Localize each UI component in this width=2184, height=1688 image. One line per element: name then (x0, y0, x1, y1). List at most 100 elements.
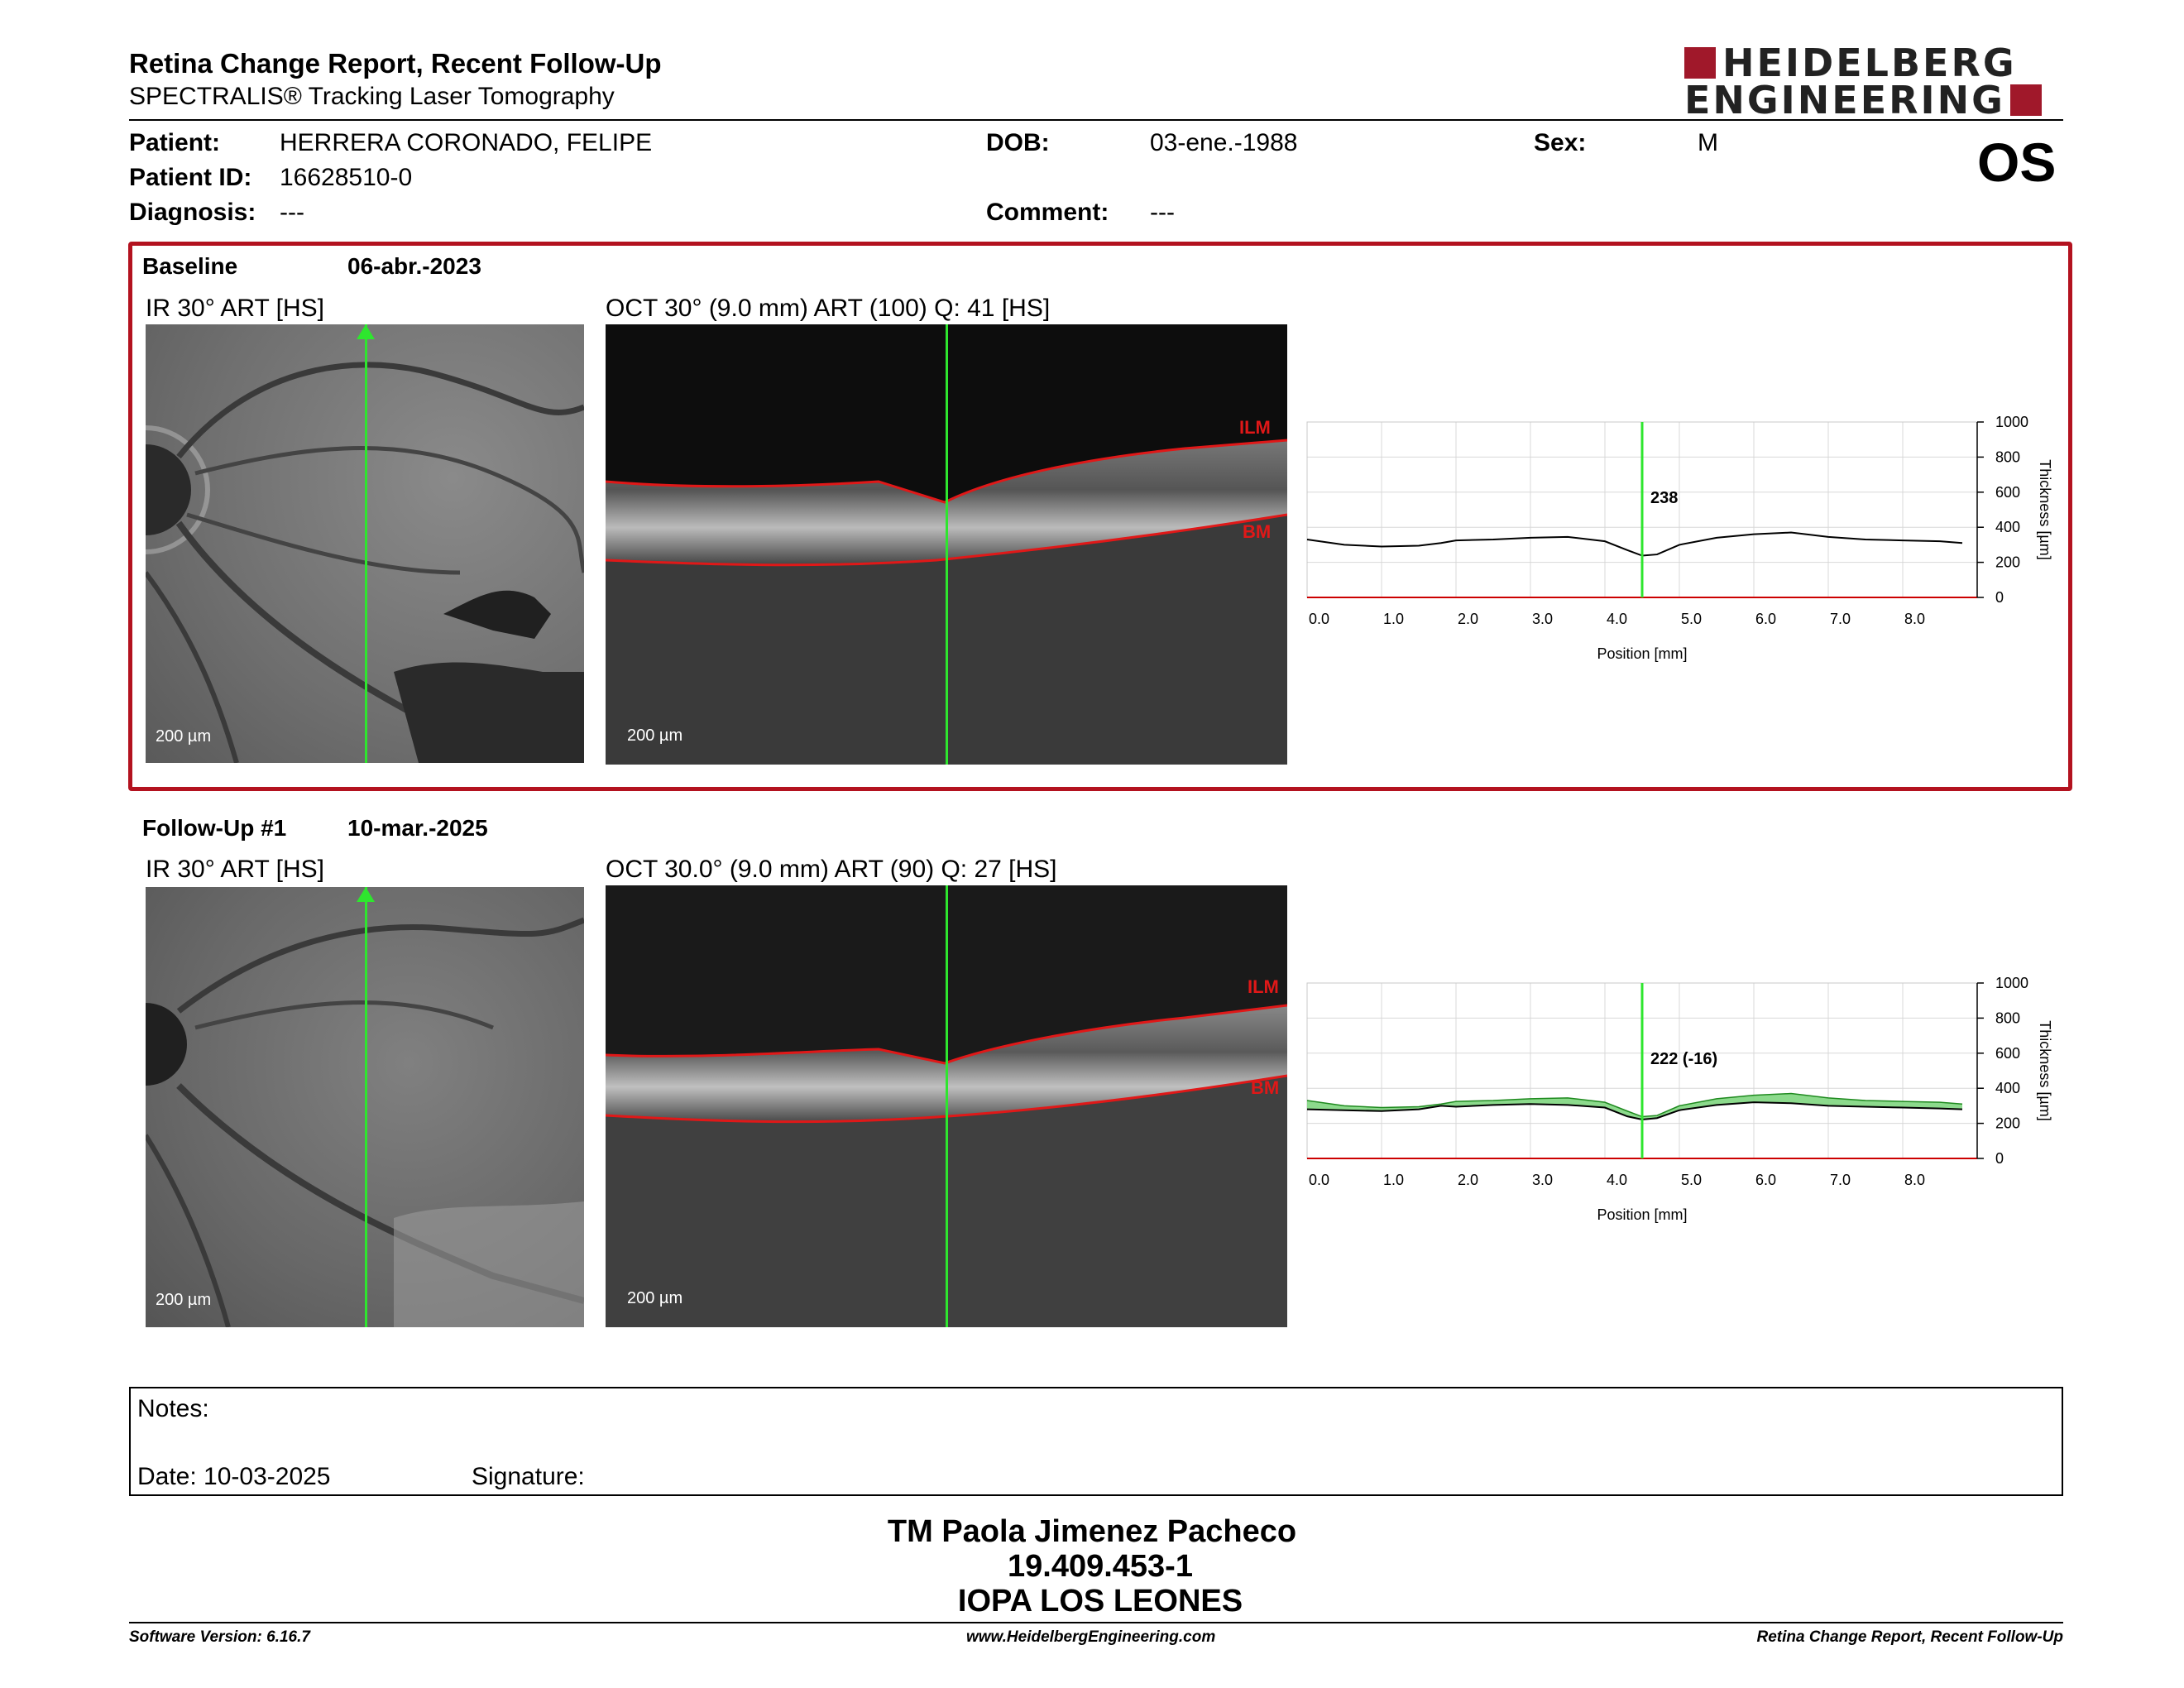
x-tick-label: 5.0 (1681, 611, 1702, 627)
x-tick-label: 6.0 (1755, 1172, 1776, 1188)
followup-ir-scan-line (365, 887, 367, 1327)
x-tick-label: 7.0 (1830, 611, 1851, 627)
y-tick-label: 1000 (1995, 414, 2028, 430)
y-axis-label: Thickness [µm] (2037, 1020, 2053, 1120)
notes-box: Notes: Date: 10-03-2025 Signature: (129, 1387, 2063, 1496)
y-tick-label: 800 (1995, 448, 2020, 465)
baseline-oct-label: OCT 30° (9.0 mm) ART (100) Q: 41 [HS] (606, 295, 1051, 322)
diagnosis-label: Diagnosis: (129, 199, 256, 226)
followup-oct-label: OCT 30.0° (9.0 mm) ART (90) Q: 27 [HS] (606, 856, 1057, 883)
y-tick-label: 400 (1995, 519, 2020, 535)
followup-ir-fundus-image: 200 µm (146, 887, 584, 1327)
thickness-difference-area (1307, 1093, 1962, 1120)
heidelberg-logo-line1: HEIDELBERG (1684, 41, 2017, 85)
notes-date: Date: 10-03-2025 (137, 1463, 331, 1490)
x-tick-label: 0.0 (1309, 1172, 1329, 1188)
baseline-oct-bscan-image: ILM BM 200 µm (606, 324, 1287, 765)
x-tick-label: 8.0 (1904, 1172, 1925, 1188)
logo-text-2: ENGINEERING (1684, 78, 2005, 122)
report-title: Retina Change Report, Recent Follow-Up (129, 48, 662, 79)
y-tick-label: 0 (1995, 589, 2004, 606)
x-tick-label: 0.0 (1309, 611, 1329, 627)
signatory-place: IOPA LOS LEONES (957, 1584, 1243, 1618)
thickness-line (1306, 531, 1963, 557)
followup-thickness-line (1306, 1101, 1963, 1120)
x-tick-label: 7.0 (1830, 1172, 1851, 1188)
y-tick-label: 400 (1995, 1080, 2020, 1096)
y-tick-label: 800 (1995, 1009, 2020, 1026)
y-tick-label: 600 (1995, 484, 2020, 501)
comment-value: --- (1150, 199, 1175, 226)
signatory-name: TM Paola Jimenez Pacheco (887, 1514, 1297, 1549)
patient-id-label: Patient ID: (129, 164, 252, 191)
report-subtitle: SPECTRALIS® Tracking Laser Tomography (129, 83, 615, 110)
patient-id: 16628510-0 (280, 164, 413, 191)
dob-label: DOB: (986, 129, 1050, 156)
x-tick-label: 3.0 (1532, 1172, 1553, 1188)
logo-square-icon (1684, 47, 1716, 79)
baseline-ir-scan-line (365, 324, 367, 763)
signatory-id: 19.409.453-1 (1008, 1549, 1193, 1584)
x-tick-label: 4.0 (1607, 611, 1627, 627)
footer-report-name: Retina Change Report, Recent Follow-Up (1756, 1628, 2063, 1646)
y-tick-label: 200 (1995, 554, 2020, 571)
baseline-thickness-line (1306, 1092, 1963, 1118)
followup-thickness-chart: 0.0 1.0 2.0 3.0 4.0 5.0 6.0 7.0 8.0 0 200 400 600 800… (1306, 975, 2053, 1223)
x-axis-label: Position [mm] (1597, 645, 1687, 662)
x-axis-label: Position [mm] (1597, 1206, 1687, 1223)
x-tick-label: 3.0 (1532, 611, 1553, 627)
scan-arrow-icon (357, 324, 375, 339)
signature-label: Signature: (472, 1463, 585, 1490)
followup-ir-scalebar: 200 µm (156, 1291, 212, 1309)
x-tick-label: 2.0 (1458, 611, 1478, 627)
y-tick-label: 0 (1995, 1150, 2004, 1167)
software-version: Software Version: 6.16.7 (129, 1628, 310, 1646)
x-tick-label: 2.0 (1458, 1172, 1478, 1188)
notes-label: Notes: (137, 1395, 209, 1422)
followup-ilm-label: ILM (1248, 976, 1279, 997)
cursor-value-label: 238 (1650, 489, 1678, 507)
x-tick-label: 6.0 (1755, 611, 1776, 627)
followup-oct-bscan-image: ILM BM 200 µm (606, 885, 1287, 1327)
dob-value: 03-ene.-1988 (1150, 129, 1298, 156)
y-tick-label: 600 (1995, 1045, 2020, 1062)
baseline-fundus-vessels (146, 362, 584, 763)
baseline-ir-scalebar: 200 µm (156, 727, 212, 746)
diagnosis-value: --- (280, 199, 304, 226)
x-tick-label: 5.0 (1681, 1172, 1702, 1188)
followup-date: 10-mar.-2025 (347, 815, 488, 841)
footer-divider (129, 1622, 2063, 1623)
followup-label: Follow-Up #1 (142, 815, 287, 841)
cursor-value-label: 222 (-16) (1650, 1050, 1717, 1068)
patient-label: Patient: (129, 129, 221, 156)
x-tick-label: 1.0 (1383, 1172, 1404, 1188)
followup-oct-position-line (946, 885, 948, 1327)
website-link[interactable]: www.HeidelbergEngineering.com (966, 1628, 1216, 1646)
baseline-bm-label: BM (1243, 521, 1272, 542)
baseline-label: Baseline (142, 253, 238, 279)
logo-square-icon-2 (2009, 84, 2042, 116)
baseline-oct-position-line (946, 324, 948, 765)
eye-label: OS (1977, 132, 2057, 193)
y-tick-label: 1000 (1995, 975, 2028, 991)
y-tick-label: 200 (1995, 1115, 2020, 1132)
scan-arrow-icon-2 (357, 887, 375, 902)
sex-value: M (1698, 129, 1718, 156)
followup-fundus-vessels (146, 917, 584, 1327)
baseline-thickness-chart: 0.0 1.0 2.0 3.0 4.0 5.0 6.0 7.0 8.0 0 200 400 600 800… (1306, 414, 2053, 662)
logo-text-1: HEIDELBERG (1722, 41, 2017, 85)
x-tick-label: 1.0 (1383, 611, 1404, 627)
baseline-ir-label: IR 30° ART [HS] (146, 295, 324, 322)
patient-name: HERRERA CORONADO, FELIPE (280, 129, 653, 156)
baseline-date: 06-abr.-2023 (347, 253, 481, 279)
header-divider (129, 119, 2063, 121)
followup-oct-scalebar: 200 µm (627, 1289, 683, 1307)
heidelberg-logo-line2: ENGINEERING (1684, 78, 2042, 122)
x-tick-label: 4.0 (1607, 1172, 1627, 1188)
baseline-highlight-box (128, 242, 2072, 791)
comment-label: Comment: (986, 199, 1109, 226)
followup-ir-label: IR 30° ART [HS] (146, 856, 324, 883)
sex-label: Sex: (1534, 129, 1587, 156)
baseline-oct-scalebar: 200 µm (627, 727, 683, 745)
baseline-ir-fundus-image: 200 µm (146, 324, 584, 763)
